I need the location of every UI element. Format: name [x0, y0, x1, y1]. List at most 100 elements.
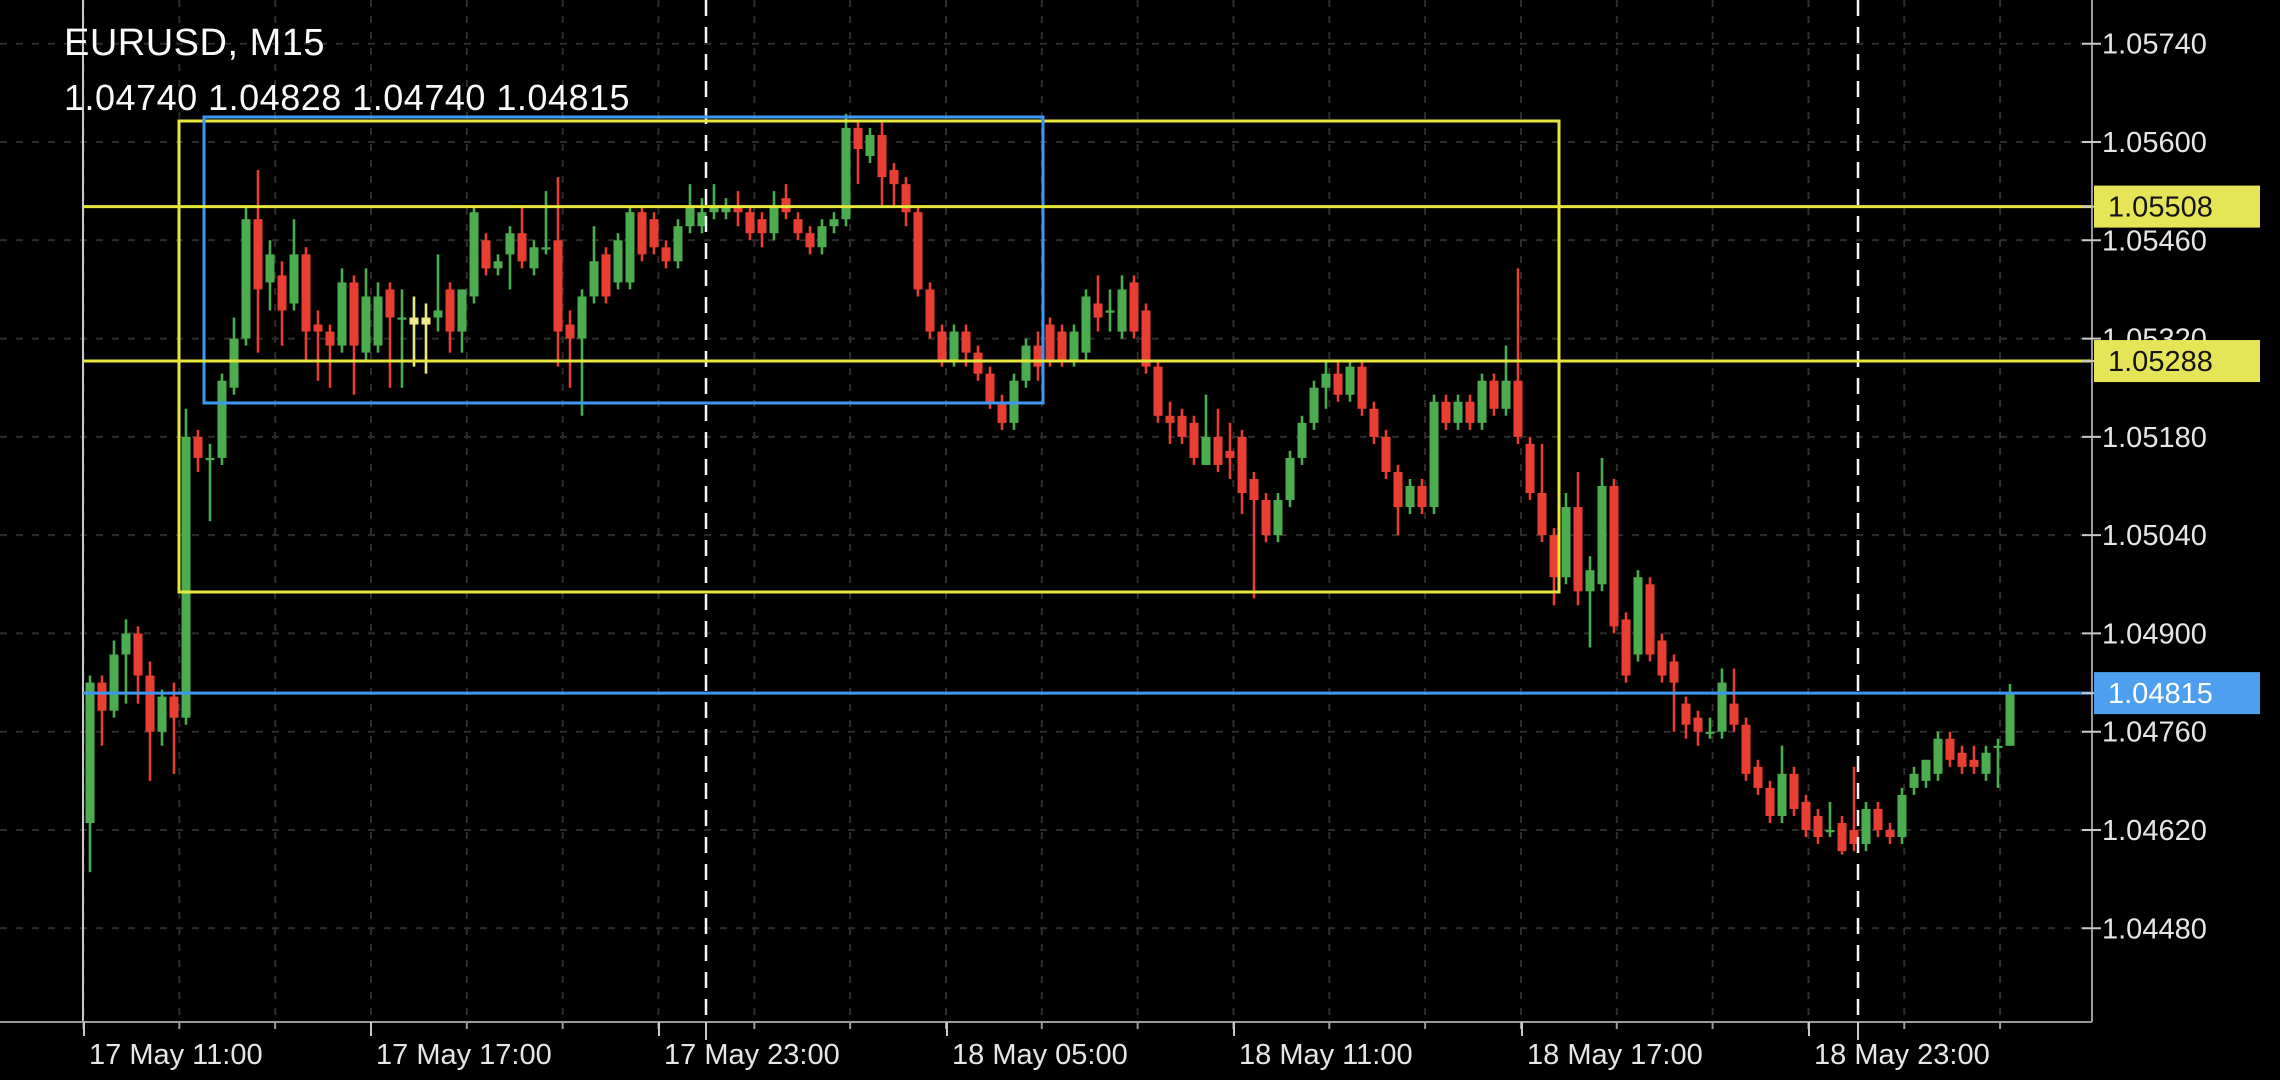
- candle: [409, 296, 419, 367]
- candle: [289, 219, 299, 311]
- candle: [637, 205, 647, 262]
- blue-rectangle-object[interactable]: [202, 115, 1045, 405]
- candle: [601, 247, 611, 304]
- price-badge-blue: [2094, 672, 2260, 715]
- candle: [757, 212, 767, 248]
- price-axis-label: 1.05460: [2102, 225, 2207, 257]
- candle: [1141, 303, 1151, 374]
- candle: [85, 675, 95, 873]
- candle: [1813, 808, 1823, 845]
- candle: [1213, 408, 1223, 472]
- candle: [1861, 801, 1871, 852]
- candle: [1729, 668, 1739, 732]
- candle: [1525, 436, 1535, 501]
- price-badge-label: 1.05288: [2108, 346, 2213, 378]
- candle: [1897, 787, 1907, 845]
- candle: [1393, 464, 1403, 536]
- time-axis-label: 18 May 05:00: [952, 1039, 1128, 1071]
- candle: [253, 170, 263, 353]
- candle: [373, 282, 383, 353]
- time-axis-label: 17 May 23:00: [664, 1039, 840, 1071]
- candle: [145, 661, 155, 781]
- candle: [157, 689, 167, 746]
- price-badge-yellow: [2094, 340, 2260, 383]
- candle: [685, 184, 695, 234]
- candle: [313, 310, 323, 381]
- candle: [973, 345, 983, 381]
- candle: [445, 282, 455, 353]
- candle: [1873, 801, 1883, 838]
- candle: [913, 205, 923, 297]
- candle: [1537, 443, 1547, 543]
- candle: [625, 205, 635, 290]
- yellow-rectangle-object[interactable]: [177, 119, 1561, 594]
- candle: [517, 205, 527, 269]
- candle: [1357, 359, 1367, 416]
- candle: [1513, 268, 1523, 444]
- candle: [1789, 766, 1799, 816]
- candle: [217, 373, 227, 465]
- candle: [181, 408, 191, 725]
- candle: [1201, 394, 1211, 465]
- candle: [1465, 394, 1475, 430]
- candle: [901, 177, 911, 227]
- candle: [589, 226, 599, 304]
- candle: [1129, 275, 1139, 339]
- candle: [673, 219, 683, 269]
- candle: [169, 682, 179, 774]
- candle: [1297, 415, 1307, 465]
- candle: [1309, 380, 1319, 430]
- candle: [469, 205, 479, 304]
- candle: [1801, 794, 1811, 838]
- candle: [661, 240, 671, 269]
- candle: [1489, 373, 1499, 416]
- grid: [0, 0, 2092, 1022]
- candle: [1501, 345, 1511, 416]
- price-axis[interactable]: 1.057401.056001.055081.054601.053201.052…: [2082, 29, 2260, 946]
- candle: [109, 640, 119, 718]
- time-axis-label: 17 May 17:00: [376, 1039, 552, 1071]
- candle: [793, 212, 803, 241]
- candle: [1261, 493, 1271, 543]
- candle: [1969, 745, 1979, 774]
- candle: [1681, 696, 1691, 739]
- time-axis[interactable]: 17 May 11:00 17 May 17:00 17 May 23:00 18 M…: [82, 1022, 2002, 1071]
- candle: [397, 289, 407, 388]
- candle: [457, 289, 467, 353]
- candle: [1405, 478, 1415, 515]
- candle: [1117, 275, 1127, 339]
- candle: [1849, 766, 1859, 852]
- candle: [541, 191, 551, 255]
- candle: [1645, 577, 1655, 662]
- candle: [1885, 822, 1895, 845]
- candle: [1477, 373, 1487, 430]
- time-axis-label: 18 May 23:00: [1814, 1039, 1990, 1071]
- candle: [997, 394, 1007, 430]
- price-axis-label: 1.05040: [2102, 520, 2207, 552]
- candle: [1957, 745, 1967, 774]
- candle: [1825, 801, 1835, 838]
- candle: [829, 212, 839, 234]
- candle: [1621, 612, 1631, 683]
- candle: [1693, 710, 1703, 746]
- candle: [1045, 317, 1055, 367]
- candle: [1933, 731, 1943, 781]
- price-badge-label: 1.04815: [2108, 678, 2213, 710]
- candle: [361, 268, 371, 360]
- candle: [1333, 359, 1343, 402]
- candle: [1249, 471, 1259, 599]
- candle: [877, 120, 887, 206]
- candle: [781, 184, 791, 220]
- candle: [1321, 359, 1331, 409]
- candle: [745, 205, 755, 241]
- candle: [1909, 766, 1919, 795]
- candle: [1765, 780, 1775, 823]
- candle: [241, 205, 251, 346]
- price-badge-label: 1.05508: [2108, 192, 2213, 224]
- candle: [1585, 556, 1595, 648]
- candle: [349, 275, 359, 395]
- candle: [1177, 408, 1187, 444]
- candle: [277, 261, 287, 346]
- candle: [121, 619, 131, 704]
